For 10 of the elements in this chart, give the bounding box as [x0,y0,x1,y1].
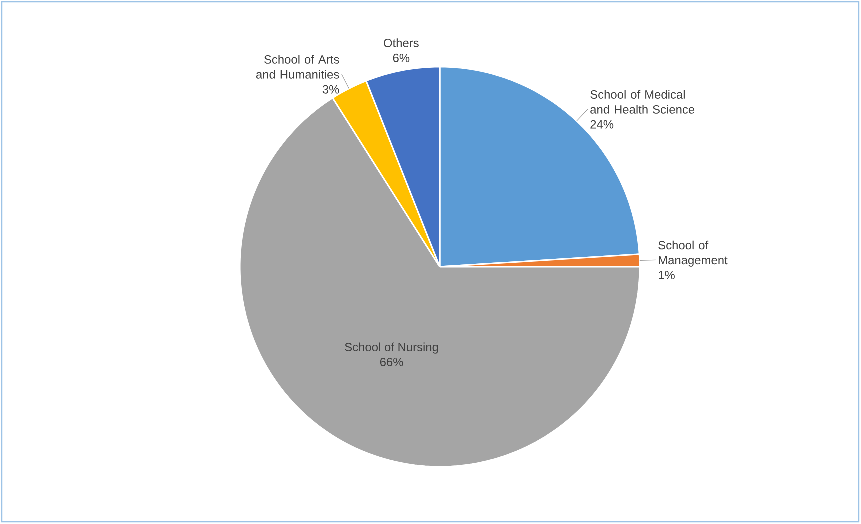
data-label: 24% [590,120,614,129]
slice-label: School of Management [658,240,728,267]
data-label: 66% [380,358,404,366]
data-label: 6% [393,54,410,62]
slice-label: School of Nursing [345,342,438,354]
slice-label: School of Arts and Humanities [256,55,340,79]
data-label: 3% [322,85,340,94]
slice-label: School of Medical and Health Science [590,90,695,114]
slice-label: Others [384,38,419,48]
data-label: 1% [659,271,675,280]
